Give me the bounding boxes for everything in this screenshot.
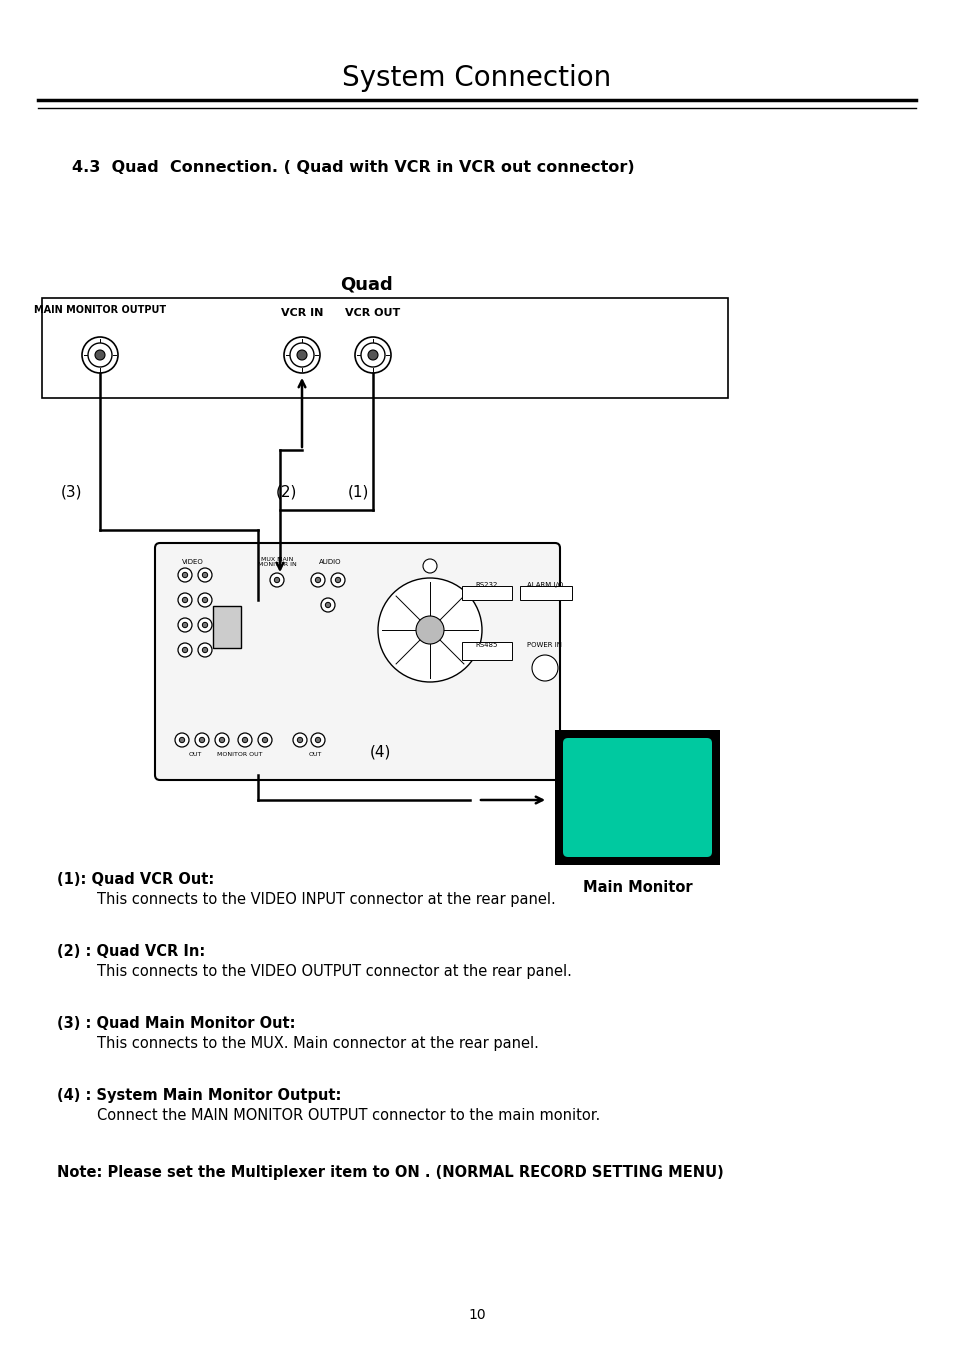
Text: (3): (3)	[61, 485, 83, 500]
Circle shape	[360, 343, 385, 367]
Circle shape	[214, 734, 229, 747]
Text: Note: Please set the Multiplexer item to ON . (NORMAL RECORD SETTING MENU): Note: Please set the Multiplexer item to…	[57, 1165, 723, 1179]
Circle shape	[320, 598, 335, 612]
Circle shape	[179, 738, 185, 743]
FancyBboxPatch shape	[562, 738, 711, 857]
Circle shape	[315, 577, 320, 582]
Text: OUT: OUT	[188, 753, 201, 758]
Text: (1): Quad VCR Out:: (1): Quad VCR Out:	[57, 871, 214, 888]
Circle shape	[198, 617, 212, 632]
Circle shape	[95, 350, 105, 359]
Bar	[461, 642, 512, 661]
Circle shape	[331, 573, 345, 586]
Circle shape	[422, 559, 436, 573]
Circle shape	[416, 616, 443, 644]
Text: AUDIO: AUDIO	[318, 559, 341, 565]
Circle shape	[202, 597, 208, 603]
Circle shape	[178, 643, 192, 657]
Circle shape	[532, 655, 558, 681]
Circle shape	[219, 738, 224, 743]
Text: (3) : Quad Main Monitor Out:: (3) : Quad Main Monitor Out:	[57, 1016, 295, 1031]
Circle shape	[199, 738, 205, 743]
Text: Connect the MAIN MONITOR OUTPUT connector to the main monitor.: Connect the MAIN MONITOR OUTPUT connecto…	[97, 1108, 599, 1123]
Text: ALARM I/O: ALARM I/O	[526, 582, 562, 588]
Circle shape	[262, 738, 268, 743]
Text: This connects to the MUX. Main connector at the rear panel.: This connects to the MUX. Main connector…	[97, 1036, 538, 1051]
Circle shape	[202, 573, 208, 578]
Circle shape	[311, 734, 325, 747]
Text: (4) : System Main Monitor Output:: (4) : System Main Monitor Output:	[57, 1088, 341, 1102]
Text: VIDEO: VIDEO	[182, 559, 204, 565]
Text: Main Monitor: Main Monitor	[582, 880, 692, 894]
Circle shape	[182, 647, 188, 653]
Bar	[519, 586, 572, 600]
Text: Quad: Quad	[340, 276, 393, 295]
Circle shape	[178, 593, 192, 607]
Text: MUX MAIN
MONITOR IN: MUX MAIN MONITOR IN	[257, 557, 296, 567]
Circle shape	[297, 738, 302, 743]
Text: POWER IN: POWER IN	[527, 642, 562, 648]
Circle shape	[182, 597, 188, 603]
Circle shape	[202, 623, 208, 628]
Circle shape	[182, 623, 188, 628]
Circle shape	[88, 343, 112, 367]
Circle shape	[290, 343, 314, 367]
Text: RS232: RS232	[476, 582, 497, 588]
Text: (2) : Quad VCR In:: (2) : Quad VCR In:	[57, 944, 205, 959]
Text: System Connection: System Connection	[342, 63, 611, 92]
Circle shape	[335, 577, 340, 582]
Circle shape	[377, 578, 481, 682]
Circle shape	[274, 577, 279, 582]
Circle shape	[174, 734, 189, 747]
Circle shape	[178, 567, 192, 582]
Text: (1): (1)	[347, 485, 368, 500]
Circle shape	[242, 738, 248, 743]
Text: 4.3  Quad  Connection. ( Quad with VCR in VCR out connector): 4.3 Quad Connection. ( Quad with VCR in …	[71, 161, 634, 176]
Circle shape	[202, 647, 208, 653]
Circle shape	[325, 603, 331, 608]
Text: This connects to the VIDEO OUTPUT connector at the rear panel.: This connects to the VIDEO OUTPUT connec…	[97, 965, 571, 979]
Circle shape	[178, 617, 192, 632]
FancyBboxPatch shape	[154, 543, 559, 780]
Circle shape	[355, 336, 391, 373]
Circle shape	[198, 643, 212, 657]
Text: RS485: RS485	[476, 642, 497, 648]
Circle shape	[311, 573, 325, 586]
Circle shape	[198, 567, 212, 582]
Text: This connects to the VIDEO INPUT connector at the rear panel.: This connects to the VIDEO INPUT connect…	[97, 892, 556, 907]
Circle shape	[315, 738, 320, 743]
Circle shape	[194, 734, 209, 747]
Bar	[555, 730, 720, 865]
Text: VCR IN: VCR IN	[280, 308, 323, 317]
Circle shape	[82, 336, 118, 373]
Text: OUT: OUT	[308, 753, 321, 758]
Text: (4): (4)	[369, 744, 391, 759]
Circle shape	[182, 573, 188, 578]
Circle shape	[237, 734, 252, 747]
Text: 10: 10	[468, 1308, 485, 1323]
Bar	[213, 607, 241, 648]
Circle shape	[368, 350, 377, 359]
Circle shape	[296, 350, 307, 359]
Circle shape	[257, 734, 272, 747]
Circle shape	[270, 573, 284, 586]
Bar	[461, 586, 512, 600]
Text: MONITOR OUT: MONITOR OUT	[217, 753, 262, 758]
Circle shape	[198, 593, 212, 607]
Text: VCR OUT: VCR OUT	[345, 308, 400, 317]
Circle shape	[293, 734, 307, 747]
Bar	[42, 299, 727, 399]
Text: (2): (2)	[275, 485, 296, 500]
Text: MAIN MONITOR OUTPUT: MAIN MONITOR OUTPUT	[34, 305, 166, 315]
Circle shape	[284, 336, 319, 373]
